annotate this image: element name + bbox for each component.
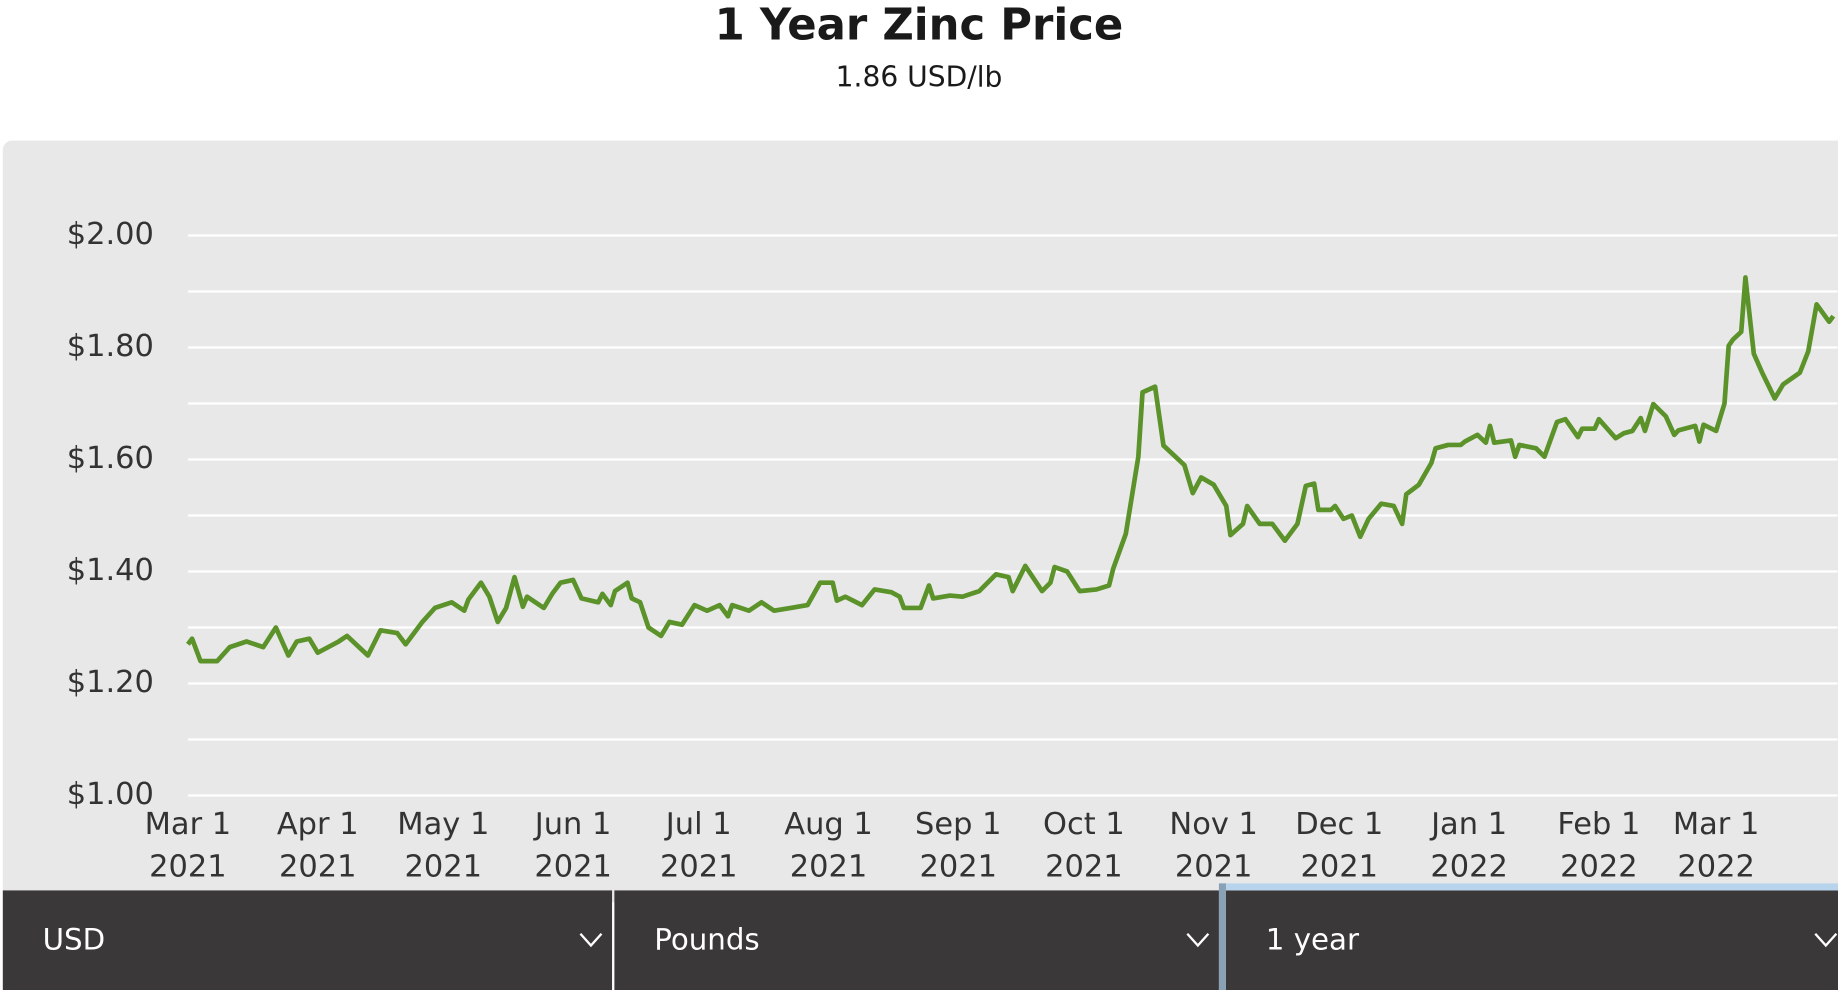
x-tick-label-line: May 1 [397, 807, 489, 842]
x-tick-label: Jul 1 2021 [660, 807, 738, 884]
dropdown-label[interactable]: USD [43, 922, 106, 956]
x-tick-label-line: 2021 [920, 849, 998, 884]
dropdown-box[interactable] [1225, 890, 1838, 990]
x-tick-label-line: Jul 1 [664, 807, 732, 842]
dropdown[interactable]: 1 year [1218, 883, 1838, 990]
x-tick-label-line: Jan 1 [1429, 807, 1507, 842]
x-tick-label: Apr 1 2021 [277, 807, 359, 884]
x-tick-label: May 1 2021 [397, 807, 489, 884]
dropdown-box[interactable] [614, 890, 1219, 990]
dropdown-chevron[interactable] [1186, 932, 1210, 948]
x-tick-label-line: 2021 [660, 849, 738, 884]
x-tick-label-line: Apr 1 [277, 807, 359, 842]
x-tick-label-line: 2022 [1677, 849, 1755, 884]
dropdown-box[interactable] [2, 890, 613, 990]
x-tick-label-line: Feb 1 [1557, 807, 1640, 842]
x-tick-label-line: Nov 1 [1169, 807, 1258, 842]
x-tick-label-line: Aug 1 [784, 807, 873, 842]
x-tick-label: Jun 1 2021 [533, 807, 612, 884]
dropdown-chevron[interactable] [1814, 932, 1838, 948]
x-tick-label-line: 2021 [534, 849, 612, 884]
y-tick-label: $1.80 [67, 329, 154, 364]
dropdown-chevron[interactable] [579, 932, 603, 948]
dropdown[interactable]: USD [2, 890, 613, 990]
x-tick-label: Mar 1 2021 [145, 807, 232, 884]
x-tick-label: Mar 1 2022 [1673, 807, 1760, 884]
y-tick-label: $1.60 [67, 441, 154, 476]
x-tick-label-line: Sep 1 [915, 807, 1001, 842]
y-tick-label: $1.40 [67, 553, 154, 588]
x-tick-label-line: Mar 1 [1673, 807, 1760, 842]
x-tick-label-line: Jun 1 [533, 807, 612, 842]
y-tick-label: $1.20 [67, 665, 154, 700]
dropdown-label[interactable]: 1 year [1266, 922, 1360, 956]
x-tick-label: Sep 1 2021 [915, 807, 1001, 884]
controls: USD Pounds 1 year [2, 883, 1838, 990]
x-tick-label: Feb 1 2022 [1557, 807, 1640, 884]
x-tick-label-line: 2021 [1301, 849, 1379, 884]
x-tick-label: Jan 1 2022 [1429, 807, 1508, 884]
x-tick-label: Nov 1 2021 [1169, 807, 1258, 884]
chart-subtitle: 1.86 USD/lb [836, 60, 1003, 93]
x-tick-label-line: 2021 [1175, 849, 1253, 884]
y-tick-label: $2.00 [67, 217, 154, 252]
chart-title: 1 Year Zinc Price [715, 1, 1124, 51]
x-tick-label-line: 2022 [1430, 849, 1508, 884]
x-tick-label-line: 2022 [1560, 849, 1638, 884]
x-tick-label-line: Dec 1 [1295, 807, 1383, 842]
dropdown[interactable]: Pounds [614, 890, 1219, 990]
price-line [186, 275, 1836, 664]
x-tick-label-line: 2021 [790, 849, 868, 884]
x-tick-label: Dec 1 2021 [1295, 807, 1383, 884]
x-tick-label-line: Oct 1 [1043, 807, 1125, 842]
x-tick-label-line: Mar 1 [145, 807, 232, 842]
x-tick-label-line: 2021 [1045, 849, 1123, 884]
x-tick-label-line: 2021 [149, 849, 227, 884]
x-tick-label: Aug 1 2021 [784, 807, 873, 884]
x-tick-label-line: 2021 [405, 849, 483, 884]
plot-panel [2, 140, 1838, 903]
dropdown-focus[interactable] [1218, 883, 1838, 891]
x-tick-label: Oct 1 2021 [1043, 807, 1125, 884]
y-tick-label: $1.00 [67, 777, 154, 812]
dropdown-label[interactable]: Pounds [654, 922, 759, 956]
x-tick-label-line: 2021 [279, 849, 357, 884]
dropdown-focus[interactable] [1218, 883, 1226, 990]
